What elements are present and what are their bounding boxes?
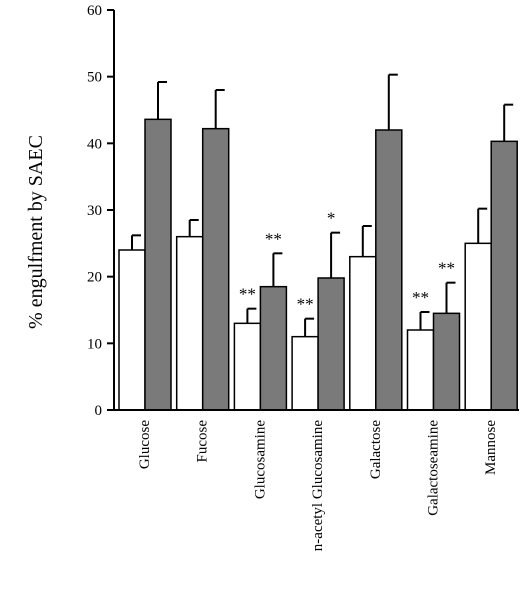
bar-6-series-0 [464, 242, 492, 411]
error-bar-1-series-1 [214, 89, 225, 129]
bar-5-series-0 [406, 329, 435, 411]
category-label-3: n-acetyl Glucosamine [310, 420, 326, 552]
bar-4-series-1 [375, 129, 403, 411]
y-tick-label-40: 40 [87, 136, 102, 152]
bar-0-series-1 [144, 118, 172, 411]
error-bar-4-series-0 [361, 225, 372, 257]
category-label-1: Fucose [195, 420, 211, 463]
error-bar-0-series-1 [157, 81, 167, 120]
error-bar-1-series-0 [188, 219, 199, 237]
error-bar-4-series-1 [387, 73, 398, 130]
error-bar-5-series-1 [445, 281, 456, 314]
category-label-5: Galactoseamine [426, 420, 442, 516]
category-label-4: Galactose [368, 420, 384, 479]
error-bar-0-series-0 [131, 234, 141, 250]
bars-layer [118, 118, 518, 411]
y-tick-label-30: 30 [87, 203, 102, 219]
error-bar-3-series-0 [304, 317, 315, 337]
significance-marker-2-series-1: ** [265, 229, 282, 248]
error-bar-6-series-0 [477, 207, 488, 244]
category-label-6: Mannose [483, 420, 499, 475]
y-tick-label-60: 60 [87, 3, 102, 19]
error-bars-layer [131, 73, 514, 337]
y-tick-label-20: 20 [87, 270, 102, 286]
category-label-2: Glucosamine [252, 420, 268, 499]
bar-2-series-0 [233, 322, 262, 411]
y-tick-label-50: 50 [87, 70, 102, 86]
bar-5-series-1 [432, 312, 461, 411]
significance-markers-layer: *********** [239, 209, 455, 314]
significance-marker-2-series-0: ** [239, 285, 256, 304]
significance-marker-3-series-0: ** [297, 295, 314, 314]
significance-marker-5-series-0: ** [412, 288, 429, 307]
error-bar-2-series-1 [272, 252, 283, 287]
error-bar-6-series-1 [503, 103, 514, 142]
bar-6-series-1 [490, 140, 518, 411]
category-label-0: Glucose [137, 420, 153, 469]
y-axis-label: % engulfment by SAEC [25, 135, 47, 329]
category-labels-layer: Glucose Fucose Glucosamine n-acetyl Glucosa… [137, 420, 499, 552]
y-tick-label-0: 0 [95, 403, 103, 419]
error-bar-3-series-1 [330, 231, 341, 278]
significance-marker-3-series-1: * [327, 209, 336, 228]
bar-0-series-0 [118, 249, 146, 411]
bar-1-series-1 [201, 127, 230, 411]
y-tick-label-10: 10 [87, 336, 102, 352]
bar-3-series-0 [291, 335, 319, 411]
bar-2-series-1 [259, 285, 288, 411]
y-ticks-layer: 0 10 20 30 40 50 60 [87, 3, 114, 419]
bar-1-series-0 [175, 235, 204, 411]
significance-marker-5-series-1: ** [438, 259, 455, 278]
error-bar-2-series-0 [246, 307, 257, 324]
bar-4-series-0 [349, 255, 377, 411]
bar-3-series-1 [317, 277, 345, 411]
error-bar-5-series-0 [419, 311, 430, 330]
